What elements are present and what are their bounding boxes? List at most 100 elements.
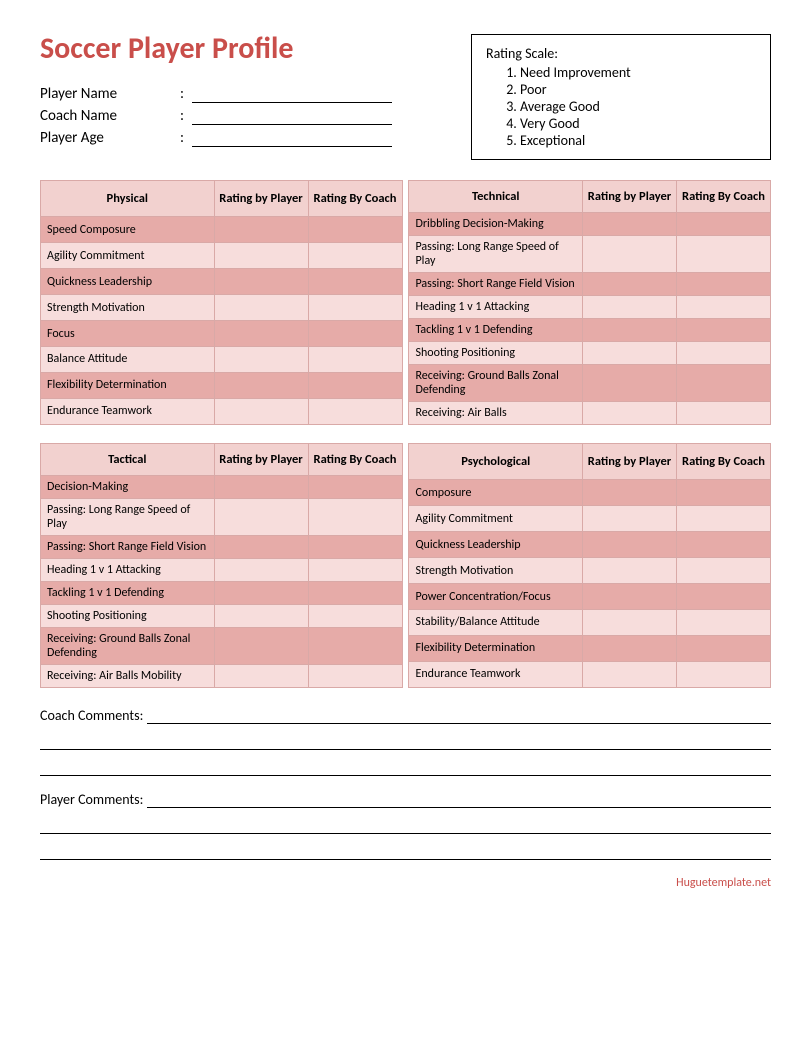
- player-rating-cell[interactable]: [583, 273, 677, 296]
- coach-rating-cell[interactable]: [308, 559, 402, 582]
- attribute-cell: Quickness Leadership: [409, 532, 583, 558]
- table-pair-1: PhysicalRating by PlayerRating By CoachS…: [40, 180, 771, 425]
- player-rating-cell[interactable]: [214, 372, 308, 398]
- player-rating-cell[interactable]: [214, 628, 308, 665]
- coach-rating-cell[interactable]: [677, 402, 771, 425]
- player-rating-cell[interactable]: [214, 605, 308, 628]
- attribute-cell: Receiving: Air Balls Mobility: [41, 665, 215, 688]
- coach-rating-cell[interactable]: [308, 476, 402, 499]
- table-header-coach: Rating By Coach: [677, 181, 771, 213]
- player-rating-cell[interactable]: [583, 661, 677, 687]
- comment-line[interactable]: [147, 706, 771, 724]
- player-rating-cell[interactable]: [214, 499, 308, 536]
- coach-rating-cell[interactable]: [308, 536, 402, 559]
- coach-rating-cell[interactable]: [308, 217, 402, 243]
- attribute-cell: Balance Attitude: [41, 346, 215, 372]
- coach-rating-cell[interactable]: [677, 236, 771, 273]
- comment-line[interactable]: [40, 728, 771, 750]
- player-rating-cell[interactable]: [583, 532, 677, 558]
- coach-rating-cell[interactable]: [308, 295, 402, 321]
- comment-line[interactable]: [40, 812, 771, 834]
- coach-rating-cell[interactable]: [677, 635, 771, 661]
- coach-rating-cell[interactable]: [677, 319, 771, 342]
- coach-rating-cell[interactable]: [308, 372, 402, 398]
- player-rating-cell[interactable]: [583, 558, 677, 584]
- player-rating-cell[interactable]: [214, 269, 308, 295]
- coach-rating-cell[interactable]: [308, 269, 402, 295]
- coach-rating-cell[interactable]: [677, 609, 771, 635]
- player-rating-cell[interactable]: [214, 582, 308, 605]
- coach-rating-cell[interactable]: [677, 213, 771, 236]
- comment-line[interactable]: [147, 790, 771, 808]
- player-rating-cell[interactable]: [214, 476, 308, 499]
- coach-rating-cell[interactable]: [308, 605, 402, 628]
- player-comments-label: Player Comments:: [40, 791, 143, 808]
- player-rating-cell[interactable]: [583, 635, 677, 661]
- attribute-cell: Passing: Long Range Speed of Play: [41, 499, 215, 536]
- rating-scale-box: Rating Scale: Need Improvement Poor Aver…: [471, 34, 771, 160]
- coach-rating-cell[interactable]: [677, 661, 771, 687]
- coach-rating-cell[interactable]: [308, 499, 402, 536]
- coach-rating-cell[interactable]: [308, 321, 402, 347]
- player-rating-cell[interactable]: [583, 236, 677, 273]
- comment-line[interactable]: [40, 754, 771, 776]
- header-row: Soccer Player Profile Player Name : Coac…: [40, 30, 771, 160]
- coach-rating-cell[interactable]: [308, 243, 402, 269]
- attribute-cell: Receiving: Air Balls: [409, 402, 583, 425]
- table-row: Flexibility Determination: [41, 372, 403, 398]
- comment-line[interactable]: [40, 838, 771, 860]
- attribute-cell: Composure: [409, 480, 583, 506]
- field-player-name: Player Name :: [40, 85, 471, 103]
- field-input-line[interactable]: [192, 85, 392, 103]
- player-rating-cell[interactable]: [214, 295, 308, 321]
- coach-rating-cell[interactable]: [308, 582, 402, 605]
- player-rating-cell[interactable]: [214, 665, 308, 688]
- player-rating-cell[interactable]: [583, 296, 677, 319]
- player-rating-cell[interactable]: [583, 342, 677, 365]
- coach-rating-cell[interactable]: [308, 665, 402, 688]
- page-title: Soccer Player Profile: [40, 30, 471, 67]
- player-rating-cell[interactable]: [583, 480, 677, 506]
- player-rating-cell[interactable]: [583, 609, 677, 635]
- comments-section: Coach Comments: Player Comments:: [40, 706, 771, 860]
- attribute-cell: Tackling 1 v 1 Defending: [409, 319, 583, 342]
- coach-rating-cell[interactable]: [308, 398, 402, 424]
- coach-rating-cell[interactable]: [677, 532, 771, 558]
- player-rating-cell[interactable]: [214, 243, 308, 269]
- coach-rating-cell[interactable]: [677, 506, 771, 532]
- player-rating-cell[interactable]: [583, 319, 677, 342]
- coach-rating-cell[interactable]: [677, 365, 771, 402]
- player-rating-cell[interactable]: [583, 584, 677, 610]
- coach-rating-cell[interactable]: [677, 584, 771, 610]
- coach-rating-cell[interactable]: [677, 296, 771, 319]
- field-input-line[interactable]: [192, 129, 392, 147]
- attribute-cell: Power Concentration/Focus: [409, 584, 583, 610]
- table-row: Quickness Leadership: [41, 269, 403, 295]
- table-header-category: Psychological: [409, 444, 583, 480]
- player-rating-cell[interactable]: [583, 402, 677, 425]
- field-label: Coach Name: [40, 107, 180, 125]
- field-input-line[interactable]: [192, 107, 392, 125]
- player-rating-cell[interactable]: [214, 559, 308, 582]
- player-rating-cell[interactable]: [583, 365, 677, 402]
- player-rating-cell[interactable]: [214, 217, 308, 243]
- coach-rating-cell[interactable]: [677, 558, 771, 584]
- attribute-cell: Endurance Teamwork: [41, 398, 215, 424]
- coach-rating-cell[interactable]: [677, 480, 771, 506]
- player-rating-cell[interactable]: [214, 321, 308, 347]
- player-rating-cell[interactable]: [583, 506, 677, 532]
- table-row: Flexibility Determination: [409, 635, 771, 661]
- field-label: Player Name: [40, 85, 180, 103]
- coach-rating-cell[interactable]: [308, 628, 402, 665]
- player-rating-cell[interactable]: [214, 398, 308, 424]
- coach-rating-cell[interactable]: [677, 273, 771, 296]
- table-row: Power Concentration/Focus: [409, 584, 771, 610]
- rating-item: Very Good: [520, 115, 756, 132]
- table-row: Tackling 1 v 1 Defending: [41, 582, 403, 605]
- coach-rating-cell[interactable]: [308, 346, 402, 372]
- coach-rating-cell[interactable]: [677, 342, 771, 365]
- player-rating-cell[interactable]: [214, 346, 308, 372]
- player-rating-cell[interactable]: [214, 536, 308, 559]
- player-rating-cell[interactable]: [583, 213, 677, 236]
- table-row: Shooting Positioning: [41, 605, 403, 628]
